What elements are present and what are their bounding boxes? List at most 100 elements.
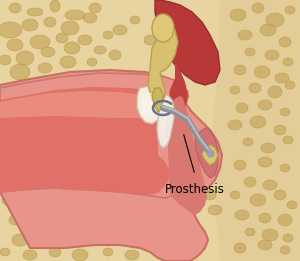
Ellipse shape: [262, 229, 278, 241]
Ellipse shape: [9, 3, 21, 13]
Ellipse shape: [58, 210, 72, 220]
Ellipse shape: [285, 81, 295, 89]
Ellipse shape: [261, 143, 275, 153]
Polygon shape: [160, 100, 167, 138]
Polygon shape: [152, 88, 163, 112]
Ellipse shape: [258, 240, 272, 250]
Ellipse shape: [230, 9, 246, 21]
Polygon shape: [0, 73, 188, 198]
Ellipse shape: [177, 196, 193, 208]
Ellipse shape: [64, 42, 80, 54]
Ellipse shape: [245, 48, 255, 56]
Ellipse shape: [260, 24, 276, 36]
Polygon shape: [0, 91, 165, 120]
Ellipse shape: [23, 250, 37, 260]
Ellipse shape: [87, 58, 97, 66]
Ellipse shape: [41, 47, 55, 57]
Ellipse shape: [279, 37, 291, 47]
Ellipse shape: [31, 211, 49, 225]
Ellipse shape: [125, 250, 139, 260]
Ellipse shape: [280, 246, 290, 254]
Ellipse shape: [10, 64, 30, 80]
Ellipse shape: [283, 234, 293, 242]
Ellipse shape: [283, 58, 293, 66]
Polygon shape: [0, 70, 222, 261]
Ellipse shape: [275, 73, 289, 83]
Polygon shape: [0, 87, 175, 195]
Ellipse shape: [192, 232, 208, 244]
Ellipse shape: [230, 86, 240, 94]
Ellipse shape: [250, 194, 266, 206]
Ellipse shape: [0, 55, 11, 65]
Ellipse shape: [287, 201, 297, 209]
Ellipse shape: [234, 65, 246, 75]
Ellipse shape: [41, 233, 55, 243]
Polygon shape: [168, 96, 207, 215]
Ellipse shape: [280, 108, 290, 116]
Ellipse shape: [234, 243, 246, 253]
Ellipse shape: [30, 35, 50, 49]
Ellipse shape: [0, 248, 10, 256]
Text: Prosthesis: Prosthesis: [165, 183, 225, 196]
Ellipse shape: [103, 248, 113, 256]
Ellipse shape: [82, 214, 98, 226]
Ellipse shape: [258, 157, 272, 167]
Ellipse shape: [266, 13, 284, 27]
Polygon shape: [137, 86, 163, 124]
Ellipse shape: [103, 31, 113, 39]
Ellipse shape: [274, 125, 286, 135]
Ellipse shape: [22, 19, 38, 31]
Ellipse shape: [16, 51, 34, 65]
Ellipse shape: [259, 213, 271, 223]
Ellipse shape: [27, 8, 43, 16]
Ellipse shape: [144, 35, 156, 45]
Ellipse shape: [110, 208, 120, 216]
Polygon shape: [0, 0, 300, 90]
Ellipse shape: [130, 16, 140, 24]
Ellipse shape: [56, 33, 68, 43]
Ellipse shape: [228, 120, 242, 130]
Ellipse shape: [83, 13, 97, 23]
Ellipse shape: [230, 191, 240, 199]
Ellipse shape: [268, 86, 282, 98]
Polygon shape: [0, 178, 300, 261]
Ellipse shape: [126, 193, 144, 207]
Polygon shape: [195, 128, 218, 178]
Ellipse shape: [244, 177, 256, 187]
Ellipse shape: [184, 215, 196, 225]
Ellipse shape: [153, 193, 167, 203]
Ellipse shape: [78, 35, 92, 45]
Ellipse shape: [258, 100, 272, 110]
Ellipse shape: [236, 103, 248, 113]
Ellipse shape: [133, 213, 147, 223]
Ellipse shape: [249, 83, 261, 93]
Ellipse shape: [0, 22, 22, 38]
Polygon shape: [168, 60, 188, 122]
Ellipse shape: [72, 249, 88, 261]
Ellipse shape: [53, 193, 67, 203]
Ellipse shape: [65, 10, 85, 20]
Ellipse shape: [50, 0, 60, 12]
Ellipse shape: [157, 209, 173, 221]
Ellipse shape: [263, 180, 277, 190]
Ellipse shape: [12, 234, 28, 246]
Ellipse shape: [7, 39, 23, 51]
Ellipse shape: [283, 136, 293, 144]
Ellipse shape: [38, 63, 52, 73]
Ellipse shape: [235, 210, 249, 220]
Ellipse shape: [109, 50, 121, 60]
Polygon shape: [148, 25, 178, 105]
Ellipse shape: [117, 229, 133, 241]
Ellipse shape: [204, 190, 216, 200]
Polygon shape: [155, 0, 220, 85]
Polygon shape: [202, 145, 218, 165]
Ellipse shape: [176, 250, 190, 260]
Polygon shape: [210, 0, 300, 261]
Ellipse shape: [2, 194, 18, 206]
Ellipse shape: [44, 17, 56, 27]
Ellipse shape: [9, 215, 21, 225]
Ellipse shape: [252, 3, 264, 13]
Ellipse shape: [278, 214, 292, 226]
Ellipse shape: [243, 138, 253, 146]
Ellipse shape: [77, 196, 93, 208]
